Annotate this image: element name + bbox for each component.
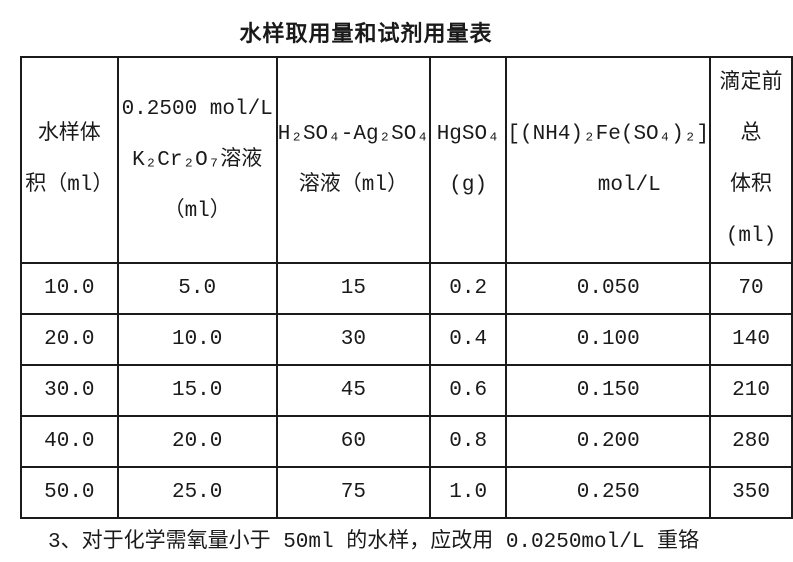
header-cell-hgso4: HgSO₄ (g) [428,56,508,264]
table-cell: 210 [709,364,793,417]
table-cell: 1.0 [428,466,508,519]
table-cell: 0.4 [428,313,508,366]
header-line: （ml） [163,199,231,223]
header-row: 水样体 积（ml） 0.2500 mol/L K₂Cr₂O₇溶液 （ml） H₂… [20,56,793,264]
header-line: HgSO₄ [436,123,500,146]
table-cell: 45 [275,364,431,417]
table-row: 30.0 15.0 45 0.6 0.150 210 [20,364,793,417]
header-cell-pre-titration-total-volume: 滴定前 总 体积 (ml) [709,56,793,264]
header-cell-k2cr2o7-solution: 0.2500 mol/L K₂Cr₂O₇溶液 （ml） [116,56,278,264]
table-cell: 0.150 [505,364,712,417]
header-line: (ml) [725,225,777,248]
table-cell: 25.0 [116,466,278,519]
table-cell: 70 [709,262,793,315]
header-line: 体积 [730,174,773,197]
table-row: 40.0 20.0 60 0.8 0.200 280 [20,415,793,468]
table-cell: 5.0 [116,262,278,315]
table-cell: 15.0 [116,364,278,417]
table-cell: 0.250 [505,466,712,519]
footer-note: 3、对于化学需氧量小于 50ml 的水样，应改用 0.0250mol/L 重铬 [48,531,700,554]
header-line: 0.2500 mol/L [121,97,273,121]
table-cell: 280 [709,415,793,468]
header-line: mol/L [597,174,661,197]
header-line: K₂Cr₂O₇溶液 [132,148,263,172]
table-cell: 0.2 [428,262,508,315]
table-cell: 0.6 [428,364,508,417]
table-cell: 140 [709,313,793,366]
table-row: 20.0 10.0 30 0.4 0.100 140 [20,313,793,366]
table-cell: 30 [275,313,431,366]
table-cell: 10.0 [20,262,119,315]
table-row: 50.0 25.0 75 1.0 0.250 350 [20,466,793,519]
header-cell-water-sample-volume: 水样体 积（ml） [20,56,119,264]
header-line: 水样体 [37,123,101,146]
table-cell: 20.0 [116,415,278,468]
table-cell: 15 [275,262,431,315]
table-cell: 10.0 [116,313,278,366]
table-cell: 40.0 [20,415,119,468]
table-row: 10.0 5.0 15 0.2 0.050 70 [20,262,793,315]
reagent-dosage-table: 水样体 积（ml） 0.2500 mol/L K₂Cr₂O₇溶液 （ml） H₂… [20,56,793,519]
table-cell: 0.050 [505,262,712,315]
header-line: H₂SO₄-Ag₂SO₄ [277,123,429,146]
header-cell-h2so4-ag2so4-solution: H₂SO₄-Ag₂SO₄ 溶液（ml） [275,56,431,264]
header-line: [(NH4)₂Fe(SO₄)₂] [507,123,710,146]
header-line: 总 [740,123,762,146]
header-line: 溶液（ml） [298,174,408,197]
header-line: 滴定前 [719,72,783,95]
table-cell: 0.8 [428,415,508,468]
table-cell: 75 [275,466,431,519]
table-cell: 20.0 [20,313,119,366]
table-cell: 0.200 [505,415,712,468]
header-cell-ammonium-ferrous-sulfate: [(NH4)₂Fe(SO₄)₂] mol/L [505,56,712,264]
table-cell: 60 [275,415,431,468]
table-cell: 0.100 [505,313,712,366]
page-title: 水样取用量和试剂用量表 [239,23,493,48]
header-line: 积（ml） [25,174,114,197]
table-cell: 50.0 [20,466,119,519]
table-cell: 30.0 [20,364,119,417]
header-line: (g) [449,174,488,197]
table-cell: 350 [709,466,793,519]
